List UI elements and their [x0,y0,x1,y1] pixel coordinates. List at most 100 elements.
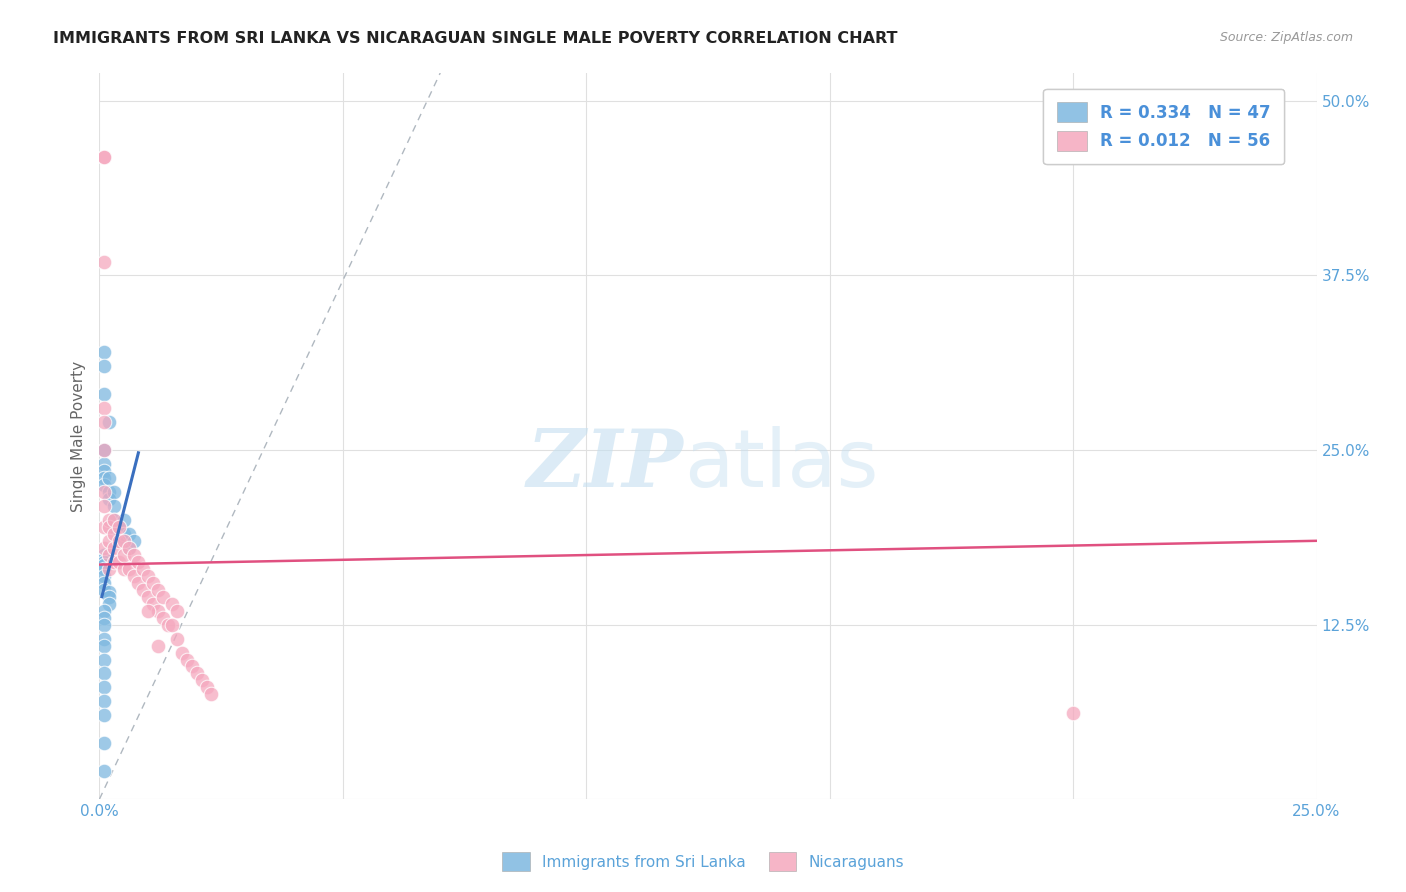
Legend: Immigrants from Sri Lanka, Nicaraguans: Immigrants from Sri Lanka, Nicaraguans [496,847,910,877]
Point [103,526,125,541]
Point [93,681,115,695]
Point [93,471,115,485]
Point [93,764,115,779]
Point [93,610,115,624]
Point [112,562,135,576]
Point [146,604,169,618]
Point [108,520,131,534]
Point [127,575,149,590]
Point [93,499,115,513]
Point [93,736,115,750]
Point [117,541,139,555]
Point [93,457,115,471]
Point [122,548,145,562]
Point [93,484,115,499]
Point [1062,706,1084,720]
Point [117,526,139,541]
Point [190,673,212,688]
Point [98,548,121,562]
Text: ZIP: ZIP [527,426,683,504]
Point [93,345,115,359]
Point [93,582,115,597]
Point [93,558,115,572]
Point [181,659,204,673]
Point [162,617,184,632]
Point [112,533,135,548]
Point [152,590,174,604]
Point [103,484,125,499]
Point [93,359,115,374]
Point [93,150,115,164]
Point [103,499,125,513]
Point [146,639,169,653]
Point [172,646,194,660]
Point [98,597,121,611]
Point [93,520,115,534]
Point [136,604,159,618]
Point [136,590,159,604]
Point [108,533,131,548]
Point [93,387,115,401]
Point [136,568,159,582]
Point [98,585,121,599]
Point [93,541,115,555]
Point [93,254,115,268]
Point [142,575,165,590]
Point [93,562,115,576]
Point [108,533,131,548]
Point [122,533,145,548]
Point [93,555,115,569]
Point [117,541,139,555]
Point [142,597,165,611]
Point [112,526,135,541]
Point [98,590,121,604]
Point [93,617,115,632]
Point [98,513,121,527]
Point [93,666,115,681]
Point [93,478,115,492]
Point [93,575,115,590]
Point [98,491,121,506]
Point [93,568,115,582]
Point [93,604,115,618]
Point [127,555,149,569]
Text: Source: ZipAtlas.com: Source: ZipAtlas.com [1219,31,1353,45]
Point [195,681,218,695]
Point [93,150,115,164]
Point [93,401,115,416]
Point [93,443,115,458]
Point [93,652,115,666]
Point [112,548,135,562]
Point [176,652,198,666]
Point [103,513,125,527]
Point [98,471,121,485]
Point [93,443,115,458]
Point [186,666,208,681]
Point [93,632,115,646]
Point [166,604,188,618]
Legend: R = 0.334   N = 47, R = 0.012   N = 56: R = 0.334 N = 47, R = 0.012 N = 56 [1043,88,1284,164]
Point [146,582,169,597]
Y-axis label: Single Male Poverty: Single Male Poverty [72,360,86,512]
Point [98,415,121,429]
Point [103,541,125,555]
Point [98,484,121,499]
Point [93,443,115,458]
Point [122,568,145,582]
Point [93,548,115,562]
Point [93,639,115,653]
Point [108,520,131,534]
Point [98,562,121,576]
Point [132,582,155,597]
Point [103,513,125,527]
Text: atlas: atlas [683,426,877,504]
Point [93,415,115,429]
Point [112,513,135,527]
Point [166,632,188,646]
Point [103,520,125,534]
Point [108,555,131,569]
Point [156,617,179,632]
Point [103,555,125,569]
Point [200,687,222,701]
Point [98,533,121,548]
